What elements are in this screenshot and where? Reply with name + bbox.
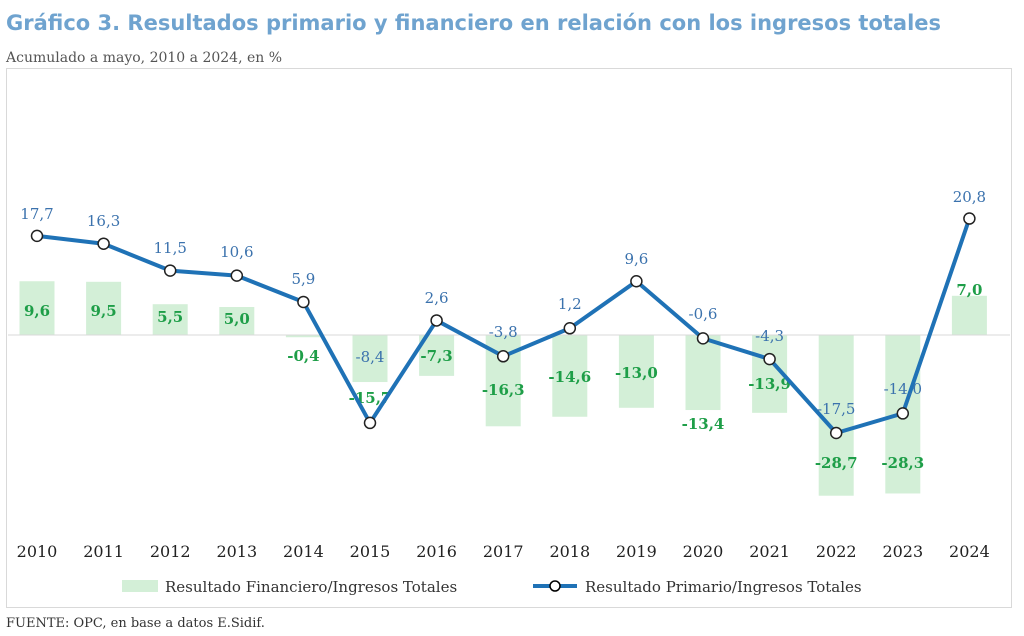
line-marker-2018 <box>563 322 577 335</box>
x-tick-2011: 2011 <box>83 542 124 561</box>
x-tick-2017: 2017 <box>483 542 524 561</box>
bar-label-2014: -0,4 <box>287 347 319 365</box>
bar-label-2020: -13,4 <box>682 415 725 433</box>
legend-line-marker <box>549 580 561 592</box>
line-label-2016: 2,6 <box>425 289 449 307</box>
line-marker-2012 <box>163 264 177 277</box>
line-marker-2020 <box>696 332 710 345</box>
line-marker-2017 <box>496 350 510 363</box>
x-tick-2015: 2015 <box>350 542 391 561</box>
line-marker-2022 <box>829 426 843 440</box>
line-label-2011: 16,3 <box>87 212 120 230</box>
line-label-2010: 17,7 <box>20 205 53 223</box>
x-tick-2019: 2019 <box>616 542 657 561</box>
bar-2015 <box>352 335 388 383</box>
line-label-2012: 11,5 <box>153 239 186 257</box>
bar-label-2021: -13,9 <box>748 375 791 393</box>
x-tick-2016: 2016 <box>416 542 457 561</box>
x-tick-2021: 2021 <box>749 542 790 561</box>
bar-label-2012: 5,5 <box>157 308 183 326</box>
bar-2019 <box>618 335 654 408</box>
line-marker-2011 <box>97 237 110 250</box>
bar-2011 <box>86 281 122 335</box>
legend-bar-swatch <box>122 580 158 592</box>
line-label-2022: -17,5 <box>817 400 855 418</box>
bar-label-2013: 5,0 <box>224 310 250 328</box>
line-marker-2015 <box>363 416 377 430</box>
line-marker-2023 <box>896 407 910 420</box>
bar-label-2023: -28,3 <box>881 454 924 472</box>
chart-frame <box>6 68 1012 608</box>
x-tick-2020: 2020 <box>683 542 724 561</box>
bar-2024 <box>951 295 987 335</box>
x-tick-2010: 2010 <box>17 542 58 561</box>
bar-2018 <box>552 335 588 417</box>
bar-2022 <box>818 335 854 496</box>
bar-label-2024: 7,0 <box>956 281 982 299</box>
line-label-2020: -0,6 <box>689 305 718 323</box>
x-tick-2013: 2013 <box>216 542 257 561</box>
line-label-2019: 9,6 <box>624 250 648 268</box>
line-marker-2024 <box>963 212 976 225</box>
line-label-2017: -3,8 <box>489 323 518 341</box>
source-note: FUENTE: OPC, en base a datos E.Sidif. <box>6 616 265 631</box>
line-label-2014: 5,9 <box>291 270 315 288</box>
line-marker-2010 <box>30 229 44 243</box>
bar-label-2010: 9,6 <box>24 302 50 320</box>
legend-primary-label: Resultado Primario/Ingresos Totales <box>585 578 862 596</box>
legend-financial-label: Resultado Financiero/Ingresos Totales <box>165 578 457 596</box>
line-label-2018: 1,2 <box>558 295 582 313</box>
x-tick-2014: 2014 <box>283 542 324 561</box>
bar-2012 <box>152 304 188 335</box>
bar-2020 <box>685 335 721 411</box>
line-label-2023: -14,0 <box>884 380 922 398</box>
bar-label-2017: -16,3 <box>482 381 525 399</box>
x-tick-2023: 2023 <box>882 542 923 561</box>
line-marker-2013 <box>230 269 244 282</box>
bar-label-2011: 9,5 <box>91 302 117 320</box>
bar-2013 <box>219 307 255 335</box>
bar-2014 <box>285 335 321 338</box>
line-label-2013: 10,6 <box>220 243 253 261</box>
line-marker-2016 <box>430 314 443 327</box>
bar-label-2018: -14,6 <box>548 368 591 386</box>
x-tick-2018: 2018 <box>549 542 590 561</box>
chart-subtitle: Acumulado a mayo, 2010 a 2024, en % <box>6 50 283 66</box>
line-marker-2021 <box>763 352 776 366</box>
bar-2010 <box>19 281 55 335</box>
line-marker-2014 <box>297 295 310 309</box>
bar-label-2016: -7,3 <box>420 347 452 365</box>
line-label-2024: 20,8 <box>953 188 986 206</box>
line-label-2021: -4,3 <box>755 327 784 345</box>
bar-label-2022: -28,7 <box>815 454 858 472</box>
bar-label-2019: -13,0 <box>615 364 658 382</box>
line-label-2015: -8,4 <box>356 348 385 366</box>
x-tick-2012: 2012 <box>150 542 191 561</box>
chart-title: Gráfico 3. Resultados primario y financi… <box>6 11 942 35</box>
line-marker-2019 <box>630 274 643 288</box>
x-tick-2024: 2024 <box>949 542 990 561</box>
x-tick-2022: 2022 <box>816 542 857 561</box>
